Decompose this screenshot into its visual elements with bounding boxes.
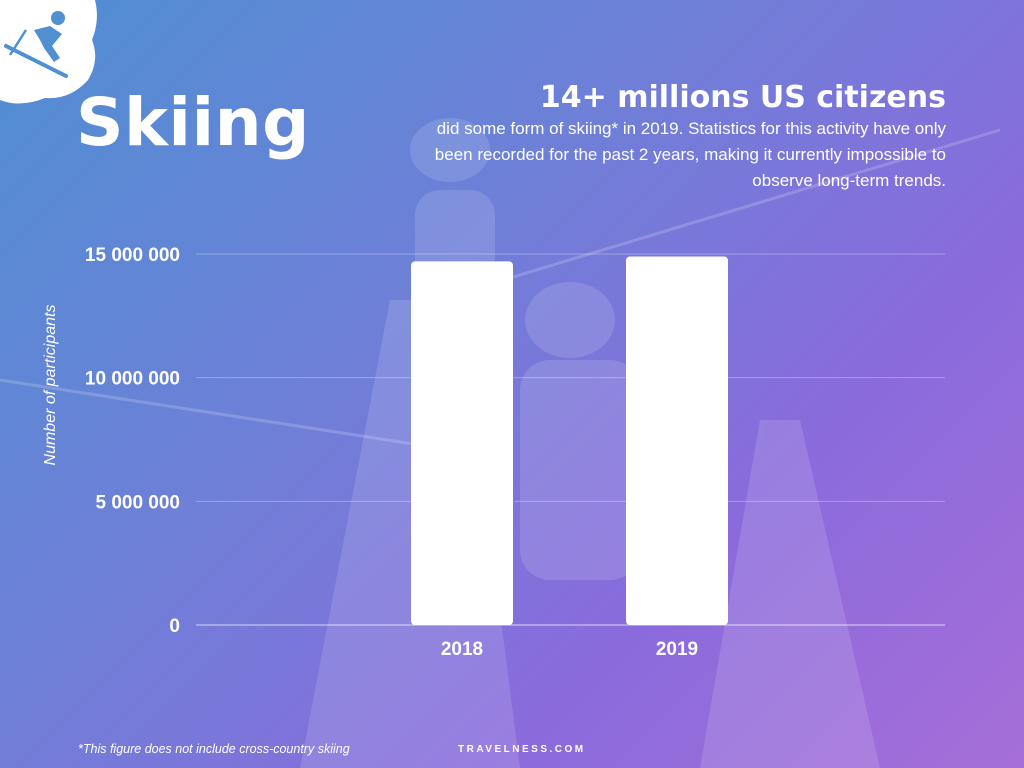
page-title: Skiing <box>76 84 310 161</box>
y-tick-label: 5 000 000 <box>95 492 180 513</box>
skier-icon <box>4 11 68 78</box>
y-tick-label: 0 <box>169 616 180 637</box>
y-tick-label: 15 000 000 <box>85 245 180 266</box>
y-tick-label: 10 000 000 <box>85 369 180 390</box>
x-tick-label: 2019 <box>656 639 698 660</box>
x-tick-label: 2018 <box>441 639 483 660</box>
headline: 14+ millions US citizens <box>539 80 946 115</box>
footnote: *This figure does not include cross-coun… <box>78 742 350 756</box>
brand-label: TRAVELNESS.COM <box>458 744 586 755</box>
subtext: did some form of skiing* in 2019. Statis… <box>434 119 946 190</box>
logo-badge <box>0 0 97 104</box>
y-axis-label: Number of participants <box>42 305 59 466</box>
bar <box>411 261 513 625</box>
bar <box>626 256 728 625</box>
